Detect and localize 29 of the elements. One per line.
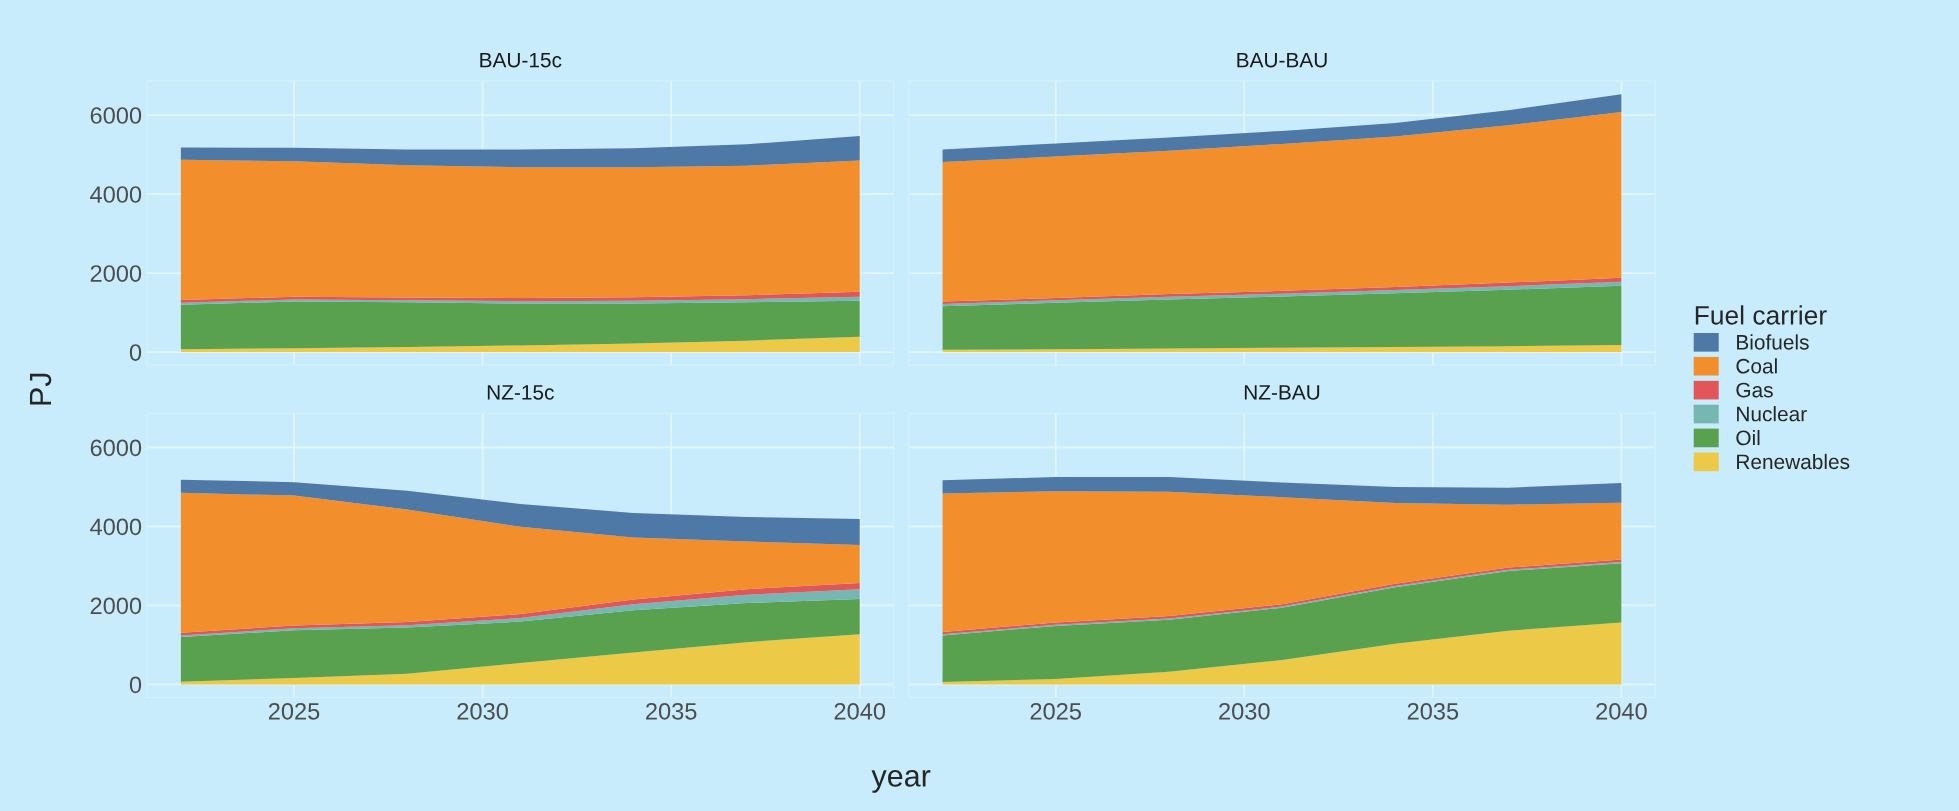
x-tick-label: 2040 — [834, 702, 886, 720]
x-tick-label: 2030 — [1219, 702, 1270, 720]
y-tick-label: 4000 — [90, 518, 142, 536]
chart-title: BAU-15c — [480, 52, 562, 68]
chart-title: NZ-BAU — [1244, 385, 1320, 400]
legend-label: Renewables — [1737, 453, 1850, 470]
legend-label: Oil — [1736, 429, 1760, 446]
y-tick-label: 6000 — [90, 107, 142, 124]
x-tick-label: 2035 — [1407, 702, 1459, 720]
legend-label: Coal — [1736, 358, 1777, 374]
legend-label: Biofuels — [1737, 334, 1809, 350]
y-tick-label: 2000 — [90, 265, 142, 282]
x-tick-label: 2035 — [646, 702, 697, 720]
legend-label: Gas — [1736, 382, 1773, 398]
chart-title: BAU-BAU — [1237, 52, 1327, 68]
x-tick-label: 2025 — [268, 702, 320, 720]
y-tick-label: 0 — [129, 676, 142, 694]
y-tick-label: 0 — [129, 344, 142, 361]
x-tick-label: 2025 — [1030, 702, 1081, 720]
y-tick-label: 6000 — [90, 439, 142, 457]
x-tick-label: 2040 — [1596, 702, 1647, 720]
legend-title: Fuel carrier — [1695, 305, 1827, 325]
y-tick-label: 2000 — [90, 597, 142, 615]
y-axis-title: PJ — [29, 373, 52, 405]
x-tick-label: 2030 — [457, 702, 508, 720]
chart-title: NZ-15c — [487, 385, 554, 400]
legend-label: Nuclear — [1737, 406, 1807, 422]
y-tick-label: 4000 — [90, 186, 142, 203]
x-axis-title: year — [871, 770, 931, 793]
